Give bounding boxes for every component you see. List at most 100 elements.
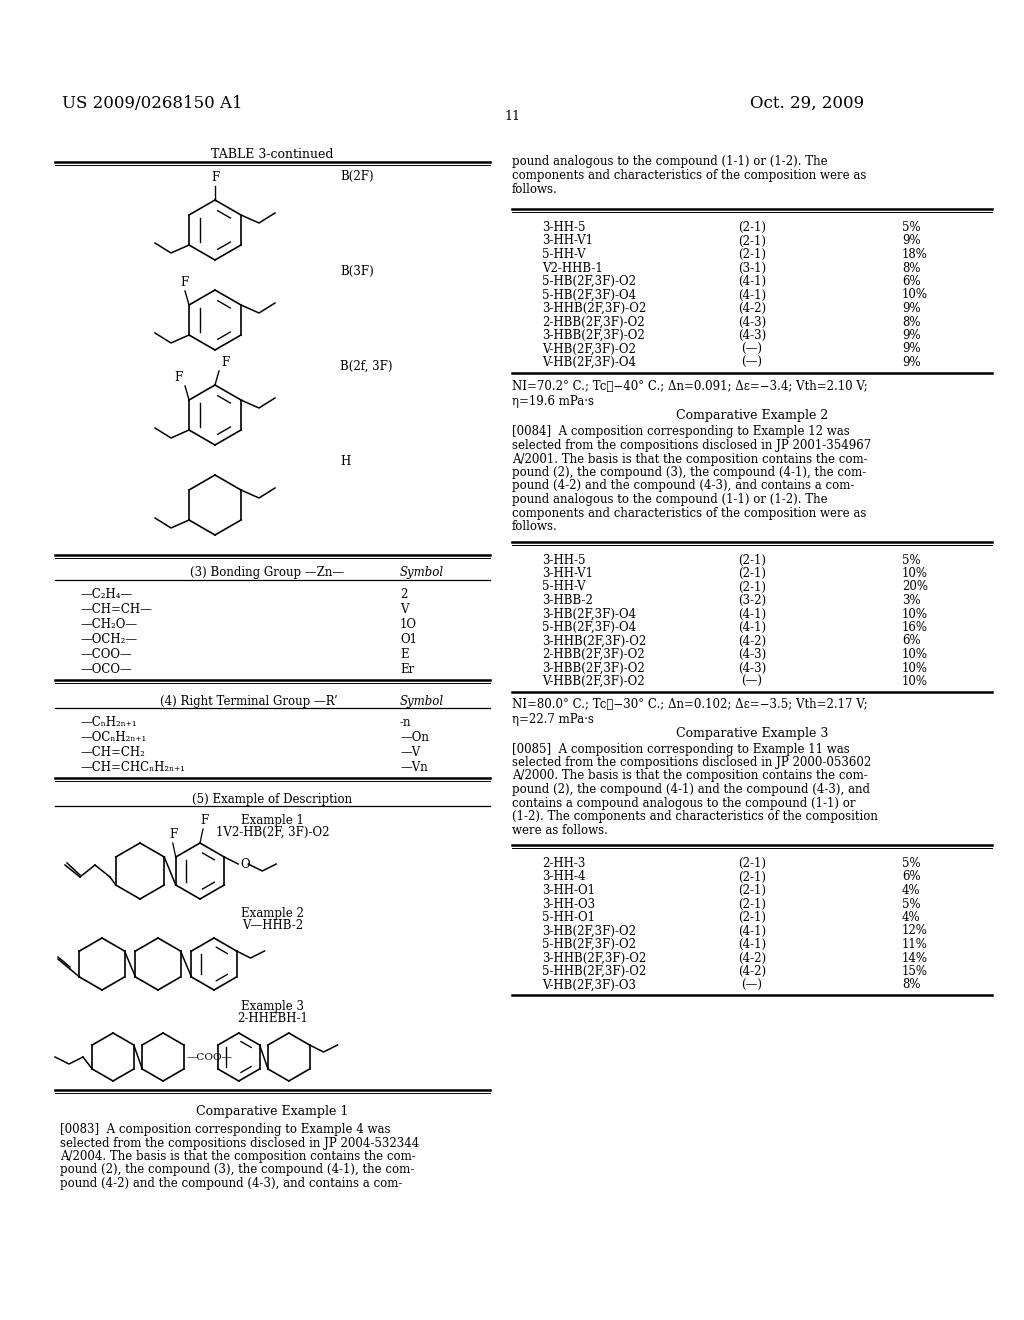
Text: (—): (—): [741, 675, 763, 688]
Text: (2-1): (2-1): [738, 220, 766, 234]
Text: 3-HH-5: 3-HH-5: [542, 220, 586, 234]
Text: 1O: 1O: [400, 618, 417, 631]
Text: (2-1): (2-1): [738, 911, 766, 924]
Text: NI=80.0° C.; Tc≦−30° C.; Δn=0.102; Δε=−3.5; Vth=2.17 V;
η=22.7 mPa·s: NI=80.0° C.; Tc≦−30° C.; Δn=0.102; Δε=−3…: [512, 698, 867, 726]
Text: were as follows.: were as follows.: [512, 824, 608, 837]
Text: 16%: 16%: [902, 620, 928, 634]
Text: 10%: 10%: [902, 661, 928, 675]
Text: 3-HHB(2F,3F)-O2: 3-HHB(2F,3F)-O2: [542, 635, 646, 648]
Text: (2-1): (2-1): [738, 884, 766, 898]
Text: 11: 11: [504, 110, 520, 123]
Text: 5%: 5%: [902, 220, 921, 234]
Text: (—): (—): [741, 342, 763, 355]
Text: —CH₂O—: —CH₂O—: [80, 618, 137, 631]
Text: [0084]  A composition corresponding to Example 12 was: [0084] A composition corresponding to Ex…: [512, 425, 850, 438]
Text: 6%: 6%: [902, 870, 921, 883]
Text: (4-1): (4-1): [738, 924, 766, 937]
Text: 3-HH-5: 3-HH-5: [542, 553, 586, 566]
Text: V-HB(2F,3F)-O2: V-HB(2F,3F)-O2: [542, 342, 636, 355]
Text: —CₙH₂ₙ₊₁: —CₙH₂ₙ₊₁: [80, 715, 136, 729]
Text: —COO—: —COO—: [80, 648, 132, 661]
Text: (4-2): (4-2): [738, 965, 766, 978]
Text: V-HB(2F,3F)-O4: V-HB(2F,3F)-O4: [542, 356, 636, 370]
Text: (4-2): (4-2): [738, 302, 766, 315]
Text: 6%: 6%: [902, 275, 921, 288]
Text: (4-1): (4-1): [738, 939, 766, 950]
Text: V-HB(2F,3F)-O3: V-HB(2F,3F)-O3: [542, 978, 636, 991]
Text: components and characteristics of the composition were as: components and characteristics of the co…: [512, 507, 866, 520]
Text: 6%: 6%: [902, 635, 921, 648]
Text: 10%: 10%: [902, 568, 928, 579]
Text: pound analogous to the compound (1-1) or (1-2). The: pound analogous to the compound (1-1) or…: [512, 154, 827, 168]
Text: pound (2), the compound (3), the compound (4-1), the com-: pound (2), the compound (3), the compoun…: [512, 466, 866, 479]
Text: follows.: follows.: [512, 520, 558, 533]
Text: Symbol: Symbol: [400, 696, 444, 708]
Text: (2-1): (2-1): [738, 248, 766, 261]
Text: (4-3): (4-3): [738, 315, 766, 329]
Text: Example 2: Example 2: [241, 907, 304, 920]
Text: (4-2): (4-2): [738, 952, 766, 965]
Text: selected from the compositions disclosed in JP 2004-532344: selected from the compositions disclosed…: [60, 1137, 419, 1150]
Text: (2-1): (2-1): [738, 235, 766, 248]
Text: (4-1): (4-1): [738, 289, 766, 301]
Text: A/2004. The basis is that the composition contains the com-: A/2004. The basis is that the compositio…: [60, 1150, 416, 1163]
Text: 20%: 20%: [902, 581, 928, 594]
Text: 3-HBB-2: 3-HBB-2: [542, 594, 593, 607]
Text: 8%: 8%: [902, 315, 921, 329]
Text: pound (4-2) and the compound (4-3), and contains a com-: pound (4-2) and the compound (4-3), and …: [512, 479, 854, 492]
Text: Comparative Example 1: Comparative Example 1: [197, 1105, 349, 1118]
Text: selected from the compositions disclosed in JP 2001-354967: selected from the compositions disclosed…: [512, 440, 871, 451]
Text: (4-2): (4-2): [738, 635, 766, 648]
Text: 5-HH-V: 5-HH-V: [542, 248, 586, 261]
Text: F: F: [221, 356, 229, 370]
Text: (3-1): (3-1): [738, 261, 766, 275]
Text: 5%: 5%: [902, 553, 921, 566]
Text: 15%: 15%: [902, 965, 928, 978]
Text: F: F: [180, 276, 188, 289]
Text: F: F: [211, 172, 219, 183]
Text: —C₂H₄—: —C₂H₄—: [80, 587, 132, 601]
Text: 5-HB(2F,3F)-O4: 5-HB(2F,3F)-O4: [542, 620, 636, 634]
Text: 3-HH-O3: 3-HH-O3: [542, 898, 595, 911]
Text: 5-HH-O1: 5-HH-O1: [542, 911, 595, 924]
Text: —CH=CH—: —CH=CH—: [80, 603, 152, 616]
Text: F: F: [175, 371, 183, 384]
Text: 3-HHB(2F,3F)-O2: 3-HHB(2F,3F)-O2: [542, 302, 646, 315]
Text: (2-1): (2-1): [738, 870, 766, 883]
Text: 8%: 8%: [902, 978, 921, 991]
Text: (5) Example of Description: (5) Example of Description: [193, 793, 352, 807]
Text: 9%: 9%: [902, 356, 921, 370]
Text: (2-1): (2-1): [738, 553, 766, 566]
Text: B(2F): B(2F): [340, 170, 374, 183]
Text: (2-1): (2-1): [738, 857, 766, 870]
Text: O: O: [241, 858, 250, 870]
Text: 4%: 4%: [902, 884, 921, 898]
Text: O1: O1: [400, 634, 417, 645]
Text: [0085]  A composition corresponding to Example 11 was: [0085] A composition corresponding to Ex…: [512, 742, 850, 755]
Text: 3-HHB(2F,3F)-O2: 3-HHB(2F,3F)-O2: [542, 952, 646, 965]
Text: V2-HHB-1: V2-HHB-1: [542, 261, 603, 275]
Text: V-HBB(2F,3F)-O2: V-HBB(2F,3F)-O2: [542, 675, 645, 688]
Text: —OCO—: —OCO—: [80, 663, 132, 676]
Text: 10%: 10%: [902, 675, 928, 688]
Text: Example 3: Example 3: [241, 1001, 304, 1012]
Text: pound (4-2) and the compound (4-3), and contains a com-: pound (4-2) and the compound (4-3), and …: [60, 1177, 402, 1191]
Text: 1V2-HB(2F, 3F)-O2: 1V2-HB(2F, 3F)-O2: [216, 826, 330, 840]
Text: (3) Bonding Group —Zn—: (3) Bonding Group —Zn—: [190, 566, 344, 579]
Text: 2-HH-3: 2-HH-3: [542, 857, 586, 870]
Text: (4-1): (4-1): [738, 275, 766, 288]
Text: 9%: 9%: [902, 302, 921, 315]
Text: 5%: 5%: [902, 857, 921, 870]
Text: —V: —V: [400, 746, 420, 759]
Text: Oct. 29, 2009: Oct. 29, 2009: [750, 95, 864, 112]
Text: 3-HH-V1: 3-HH-V1: [542, 568, 593, 579]
Text: (2-1): (2-1): [738, 581, 766, 594]
Text: 12%: 12%: [902, 924, 928, 937]
Text: (4-1): (4-1): [738, 620, 766, 634]
Text: 3-HB(2F,3F)-O4: 3-HB(2F,3F)-O4: [542, 607, 636, 620]
Text: 3-HBB(2F,3F)-O2: 3-HBB(2F,3F)-O2: [542, 661, 645, 675]
Text: Symbol: Symbol: [400, 566, 444, 579]
Text: (4-3): (4-3): [738, 648, 766, 661]
Text: US 2009/0268150 A1: US 2009/0268150 A1: [62, 95, 243, 112]
Text: V—HHB-2: V—HHB-2: [242, 919, 303, 932]
